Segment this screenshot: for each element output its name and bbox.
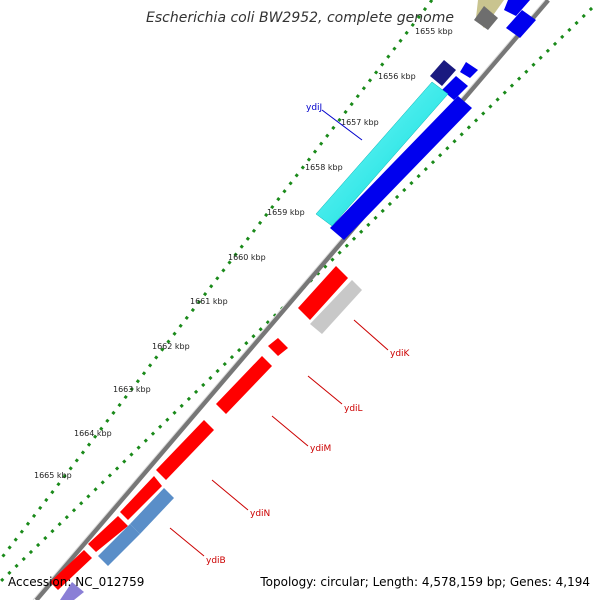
gene-label-ydiB[interactable]: ydiB <box>206 556 226 566</box>
tick-label: 1659 kbp <box>267 208 305 217</box>
leader-line-ydiM <box>271 415 309 447</box>
gene-feature-steelblue-1[interactable] <box>130 488 174 534</box>
leader-line-ydiB <box>169 527 205 557</box>
reverse-strand-track <box>50 266 362 600</box>
gene-feature-red-small[interactable] <box>268 338 288 356</box>
tick-label: 1664 kbp <box>74 429 112 438</box>
gene-feature-ydiK-region[interactable] <box>298 266 348 320</box>
leader-line-ydiL <box>307 375 343 405</box>
gene-feature-ydiJ-partner[interactable] <box>330 96 472 240</box>
genome-backbone <box>34 0 550 600</box>
gene-feature-lavender[interactable] <box>60 582 84 600</box>
tick-label: 1660 kbp <box>228 253 266 262</box>
gene-feature-ydiM[interactable] <box>156 420 214 480</box>
tick-label: 1665 kbp <box>34 471 72 480</box>
gene-feature-ydiL[interactable] <box>216 356 272 414</box>
topology-text: Topology: circular; Length: 4,578,159 bp… <box>259 575 590 589</box>
tick-label: 1661 kbp <box>190 297 228 306</box>
map-title: Escherichia coli BW2952, complete genome <box>146 10 454 26</box>
gene-label-ydiM[interactable]: ydiM <box>310 444 331 454</box>
tick-label: 1658 kbp <box>305 163 343 172</box>
genome-backbone-highlight <box>32 0 546 600</box>
gene-label-ydiN[interactable]: ydiN <box>250 509 270 519</box>
gene-feature-red-lower[interactable] <box>88 516 128 552</box>
leader-line-ydiJ <box>321 109 363 141</box>
tick-label: 1657 kbp <box>341 118 379 127</box>
forward-strand-track <box>330 0 536 240</box>
gene-label-ydiK[interactable]: ydiK <box>390 349 411 359</box>
gene-label-ydiJ[interactable]: ydiJ <box>306 103 322 113</box>
gene-feature-small-blue-2[interactable] <box>442 76 468 100</box>
gene-feature-steelblue-2[interactable] <box>98 524 140 566</box>
tick-label: 1655 kbp <box>415 27 453 36</box>
gene-feature-top-gray[interactable] <box>474 6 498 30</box>
gene-feature-pseudo[interactable] <box>310 280 362 334</box>
gene-feature-ydiJ[interactable] <box>315 81 449 227</box>
gene-feature-top-blue-2[interactable] <box>506 10 536 38</box>
gene-feature-top-blue-1[interactable] <box>504 0 530 16</box>
gene-feature-navy[interactable] <box>430 60 456 86</box>
gene-labels: ydiJ ydiK ydiL ydiM ydiN ydiB <box>169 103 411 566</box>
gene-feature-ydiN[interactable] <box>120 476 162 520</box>
tick-label: 1656 kbp <box>378 72 416 81</box>
tick-labels: 1655 kbp 1656 kbp 1657 kbp 1658 kbp 1659… <box>34 27 453 480</box>
gene-feature-small-blue-1[interactable] <box>460 62 478 78</box>
gene-feature-red-bottom[interactable] <box>50 550 92 590</box>
leader-line-ydiK <box>353 319 389 351</box>
tick-label: 1662 kbp <box>152 342 190 351</box>
accession-text: Accession: NC_012759 <box>8 575 144 589</box>
leader-line-ydiN <box>211 479 249 511</box>
gene-label-ydiL[interactable]: ydiL <box>344 404 363 414</box>
tick-label: 1663 kbp <box>113 385 151 394</box>
